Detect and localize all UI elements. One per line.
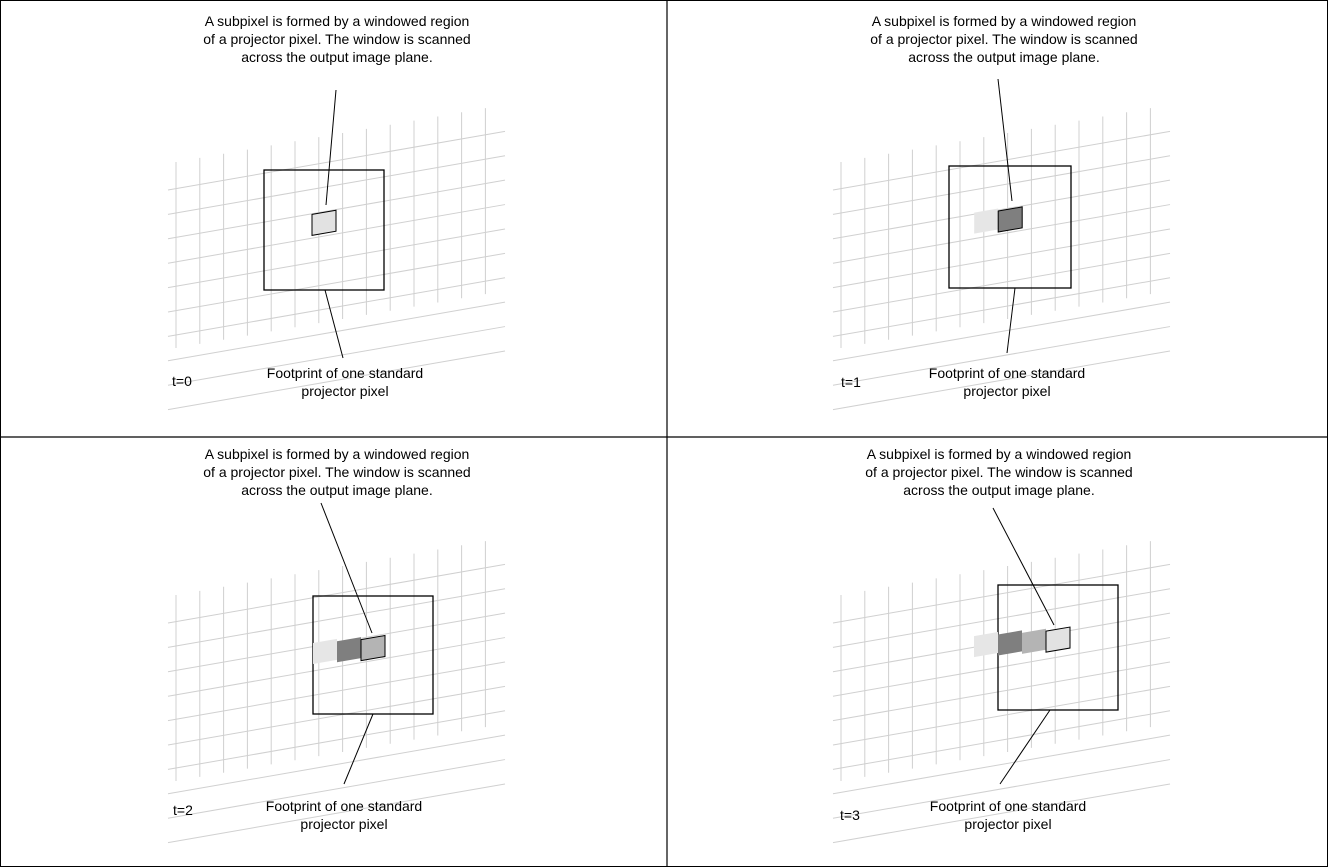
current-subpixel bbox=[997, 206, 1023, 233]
grid-line-horizontal bbox=[167, 277, 506, 337]
footprint-leader-line bbox=[324, 289, 344, 359]
subpixel-caption-line: across the output image plane. bbox=[908, 49, 1099, 65]
output-image-grid bbox=[832, 108, 1171, 411]
grid-line-horizontal bbox=[832, 326, 1171, 386]
grid-line-horizontal bbox=[832, 759, 1171, 819]
grid-line-horizontal bbox=[832, 637, 1171, 697]
subpixel-caption-line: A subpixel is formed by a windowed regio… bbox=[867, 446, 1132, 462]
subpixel-caption-line: across the output image plane. bbox=[241, 49, 432, 65]
footprint-caption-line: Footprint of one standard bbox=[266, 798, 422, 814]
subpixel-caption-line: A subpixel is formed by a windowed regio… bbox=[872, 13, 1137, 29]
footprint-caption-line: projector pixel bbox=[301, 383, 388, 399]
grid-line-horizontal bbox=[167, 661, 506, 722]
grid-line-horizontal bbox=[832, 685, 1171, 746]
subpixel-leader-line bbox=[992, 507, 1055, 626]
grid-line-horizontal bbox=[167, 685, 506, 746]
time-step-label: t=1 bbox=[841, 374, 861, 390]
grid-line-horizontal bbox=[167, 179, 506, 240]
subpixel-leader-line bbox=[325, 89, 337, 206]
footprint-leader-line bbox=[1006, 287, 1016, 354]
grid-line-horizontal bbox=[832, 350, 1171, 411]
previous-subpixel-trail bbox=[313, 638, 337, 664]
footprint-caption-line: projector pixel bbox=[963, 383, 1050, 399]
output-image-grid bbox=[167, 108, 506, 411]
subpixel-caption-line: across the output image plane. bbox=[241, 482, 432, 498]
grid-line-horizontal bbox=[832, 710, 1171, 770]
current-subpixel bbox=[360, 634, 386, 662]
grid-line-horizontal bbox=[167, 204, 506, 264]
panel-t2: A subpixel is formed by a windowed regio… bbox=[167, 446, 506, 844]
footprint-caption: Footprint of one standard projector pixel bbox=[929, 365, 1085, 399]
grid-line-horizontal bbox=[167, 710, 506, 770]
grid-line-horizontal bbox=[832, 563, 1171, 624]
time-step-label: t=0 bbox=[172, 373, 192, 389]
subpixel-caption-line: of a projector pixel. The window is scan… bbox=[865, 464, 1132, 480]
previous-subpixel-trail bbox=[1022, 628, 1046, 654]
current-subpixel bbox=[311, 209, 337, 236]
footprint-caption-line: projector pixel bbox=[300, 816, 387, 832]
grid-line-horizontal bbox=[832, 734, 1171, 795]
subpixel-caption-line: of a projector pixel. The window is scan… bbox=[203, 464, 470, 480]
time-step-label: t=2 bbox=[173, 802, 193, 818]
previous-subpixel-trail bbox=[974, 632, 998, 658]
subpixel-caption-line: of a projector pixel. The window is scan… bbox=[870, 31, 1137, 47]
grid-line-horizontal bbox=[832, 661, 1171, 722]
grid-line-horizontal bbox=[167, 130, 506, 191]
grid-line-horizontal bbox=[832, 228, 1171, 289]
footprint-leader-line bbox=[343, 713, 374, 785]
grid-line-horizontal bbox=[832, 783, 1171, 844]
subpixel-caption: A subpixel is formed by a windowed regio… bbox=[203, 13, 470, 65]
subpixel-caption-line: A subpixel is formed by a windowed regio… bbox=[205, 13, 470, 29]
grid-line-horizontal bbox=[167, 563, 506, 624]
grid-line-horizontal bbox=[832, 155, 1171, 215]
panel-t1: A subpixel is formed by a windowed regio… bbox=[832, 13, 1171, 411]
grid-line-horizontal bbox=[832, 179, 1171, 240]
footprint-caption: Footprint of one standard projector pixel bbox=[267, 365, 423, 399]
grid-line-horizontal bbox=[167, 350, 506, 411]
subpixel-caption-line: A subpixel is formed by a windowed regio… bbox=[205, 446, 470, 462]
grid-line-horizontal bbox=[167, 637, 506, 697]
grid-line-horizontal bbox=[832, 277, 1171, 337]
previous-subpixel-trail bbox=[974, 208, 999, 234]
footprint-caption-line: Footprint of one standard bbox=[929, 365, 1085, 381]
grid-line-horizontal bbox=[167, 759, 506, 819]
subpixel-leader-line bbox=[320, 502, 373, 634]
panel-t3: A subpixel is formed by a windowed regio… bbox=[832, 446, 1171, 844]
grid-line-horizontal bbox=[167, 228, 506, 289]
panel-t0: A subpixel is formed by a windowed regio… bbox=[167, 13, 506, 411]
subpixel-caption-line: of a projector pixel. The window is scan… bbox=[203, 31, 470, 47]
grid-line-horizontal bbox=[832, 130, 1171, 191]
subpixel-caption-line: across the output image plane. bbox=[903, 482, 1094, 498]
footprint-caption-line: projector pixel bbox=[964, 816, 1051, 832]
time-step-label: t=3 bbox=[840, 807, 860, 823]
grid-line-horizontal bbox=[167, 155, 506, 215]
grid-line-horizontal bbox=[832, 252, 1171, 313]
grid-line-horizontal bbox=[832, 588, 1171, 648]
subpixel-caption: A subpixel is formed by a windowed regio… bbox=[870, 13, 1137, 65]
previous-subpixel-trail bbox=[998, 630, 1022, 656]
grid-line-horizontal bbox=[167, 783, 506, 844]
subpixel-caption: A subpixel is formed by a windowed regio… bbox=[203, 446, 470, 498]
grid-line-horizontal bbox=[167, 326, 506, 386]
grid-line-horizontal bbox=[167, 734, 506, 795]
previous-subpixel-trail bbox=[337, 637, 361, 663]
footprint-caption-line: Footprint of one standard bbox=[267, 365, 423, 381]
grid-line-horizontal bbox=[832, 204, 1171, 264]
grid-line-horizontal bbox=[167, 301, 506, 362]
grid-line-horizontal bbox=[167, 252, 506, 313]
footprint-leader-line bbox=[999, 709, 1051, 785]
projector-pixel-footprint bbox=[263, 169, 385, 291]
grid-line-horizontal bbox=[167, 588, 506, 648]
footprint-caption: Footprint of one standard projector pixel bbox=[266, 798, 422, 832]
subpixel-caption: A subpixel is formed by a windowed regio… bbox=[865, 446, 1132, 498]
projector-pixel-footprint bbox=[948, 165, 1072, 289]
subpixel-leader-line bbox=[997, 78, 1013, 202]
footprint-caption: Footprint of one standard projector pixel bbox=[930, 798, 1086, 832]
grid-line-horizontal bbox=[832, 301, 1171, 362]
current-subpixel bbox=[1045, 626, 1071, 653]
footprint-caption-line: Footprint of one standard bbox=[930, 798, 1086, 814]
